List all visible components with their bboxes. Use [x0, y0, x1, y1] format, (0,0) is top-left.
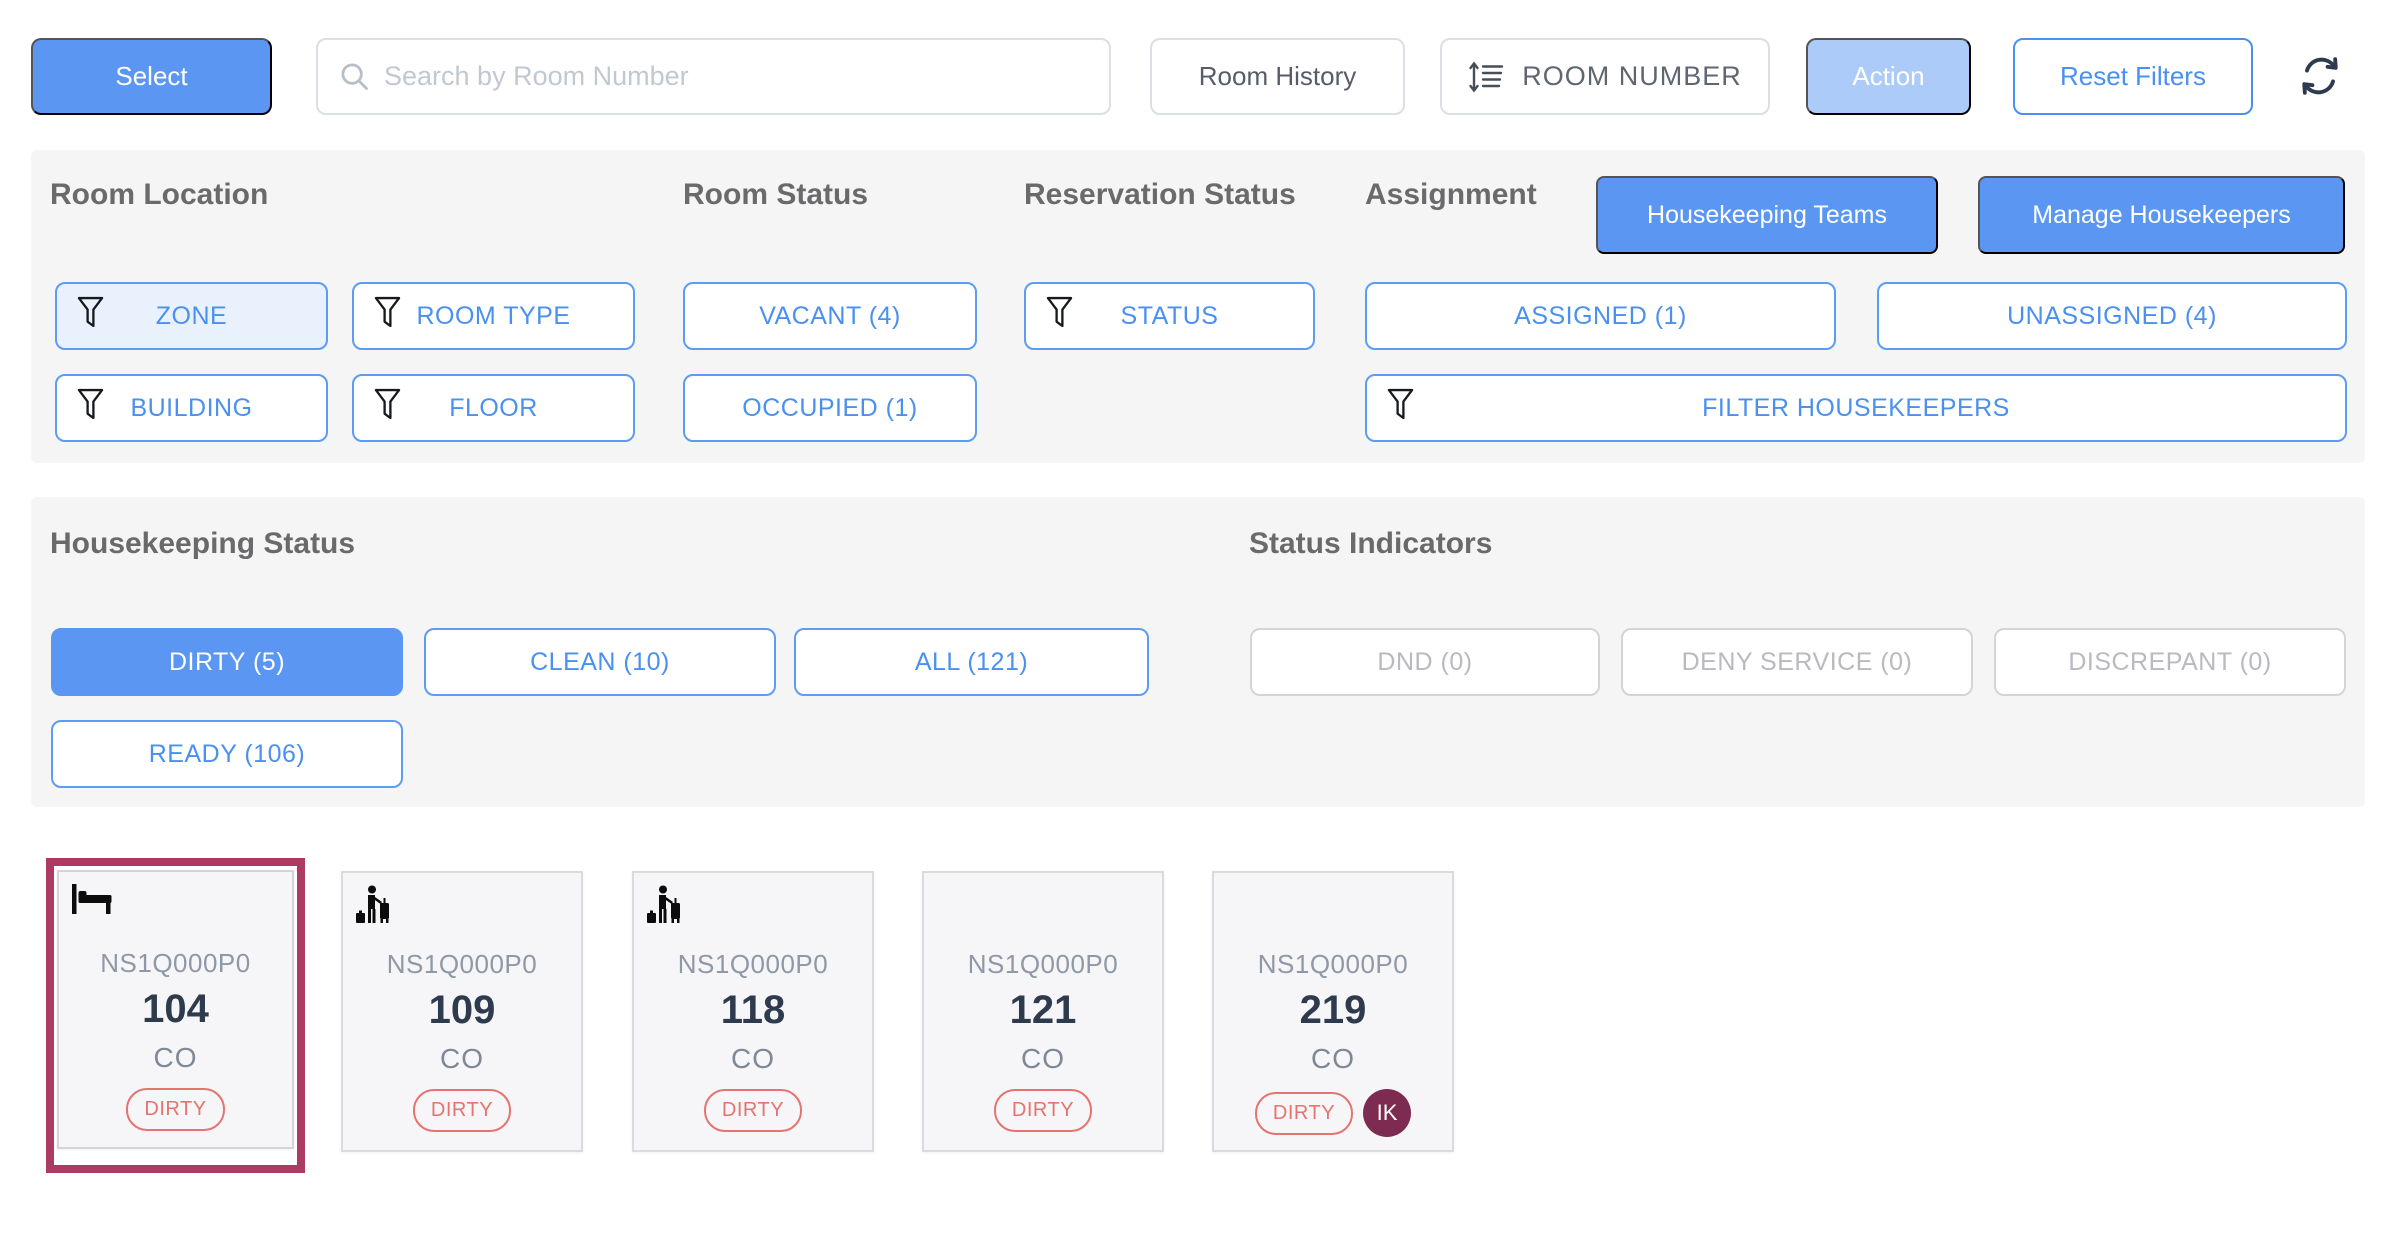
- all-status-button[interactable]: ALL (121): [794, 628, 1149, 696]
- room-history-button[interactable]: Room History: [1150, 38, 1405, 115]
- action-button[interactable]: Action: [1806, 38, 1971, 115]
- all-status-label: ALL (121): [914, 647, 1029, 676]
- dirty-badge: DIRTY: [703, 1089, 803, 1132]
- sort-order-icon: [1468, 60, 1504, 94]
- reservation-status-heading: Reservation Status: [1024, 178, 1296, 211]
- room-unit-code: NS1Q000P0: [1257, 949, 1409, 979]
- zone-filter-label: ZONE: [155, 301, 228, 330]
- manage-housekeepers-button[interactable]: Manage Housekeepers: [1978, 176, 2345, 254]
- selected-room-card-104[interactable]: NS1Q000P0 104 CO DIRTY: [46, 858, 305, 1173]
- filter-housekeepers-label: FILTER HOUSEKEEPERS: [1702, 393, 2010, 422]
- room-card[interactable]: NS1Q000P0 104 CO DIRTY: [57, 870, 294, 1149]
- funnel-icon: [1046, 296, 1073, 336]
- room-number: 121: [1009, 988, 1077, 1032]
- room-number: 219: [1299, 988, 1367, 1032]
- room-number: 104: [142, 987, 209, 1031]
- deny-service-indicator-label: DENY SERVICE (0): [1681, 647, 1913, 676]
- discrepant-indicator-label: DISCREPANT (0): [2068, 647, 2272, 676]
- traveler-icon: [646, 885, 684, 934]
- room-status-heading: Room Status: [683, 178, 869, 211]
- assigned-filter-label: ASSIGNED (1): [1514, 301, 1687, 330]
- dnd-indicator-button[interactable]: DND (0): [1250, 628, 1600, 696]
- search-box[interactable]: [316, 38, 1111, 115]
- search-input[interactable]: [384, 61, 1087, 92]
- reservation-code: CO: [731, 1043, 775, 1074]
- sort-button[interactable]: ROOM NUMBER: [1440, 38, 1770, 115]
- room-type-filter-label: ROOM TYPE: [416, 301, 571, 330]
- dirty-status-label: DIRTY (5): [168, 647, 286, 676]
- ready-status-label: READY (106): [148, 739, 306, 768]
- clean-status-button[interactable]: CLEAN (10): [424, 628, 776, 696]
- floor-filter-label: FLOOR: [449, 393, 538, 422]
- reservation-status-filter-label: STATUS: [1120, 301, 1219, 330]
- housekeeping-teams-button[interactable]: Housekeeping Teams: [1596, 176, 1938, 254]
- deny-service-indicator-button[interactable]: DENY SERVICE (0): [1621, 628, 1973, 696]
- occupied-filter-label: OCCUPIED (1): [742, 393, 918, 422]
- refresh-icon[interactable]: [2292, 48, 2348, 104]
- room-card-219[interactable]: NS1Q000P0 219 CO DIRTY IK: [1212, 871, 1454, 1152]
- funnel-icon: [1387, 388, 1414, 428]
- reservation-status-filter-button[interactable]: STATUS: [1024, 282, 1315, 350]
- funnel-icon: [77, 296, 104, 336]
- traveler-icon: [355, 885, 393, 934]
- building-filter-button[interactable]: BUILDING: [55, 374, 328, 442]
- bed-icon: [71, 884, 115, 919]
- filter-housekeepers-button[interactable]: FILTER HOUSEKEEPERS: [1365, 374, 2347, 442]
- floor-filter-button[interactable]: FLOOR: [352, 374, 635, 442]
- housekeeper-initials-badge: IK: [1363, 1089, 1412, 1137]
- status-panel: Housekeeping Status Status Indicators DI…: [31, 497, 2365, 807]
- vacant-filter-label: VACANT (4): [759, 301, 901, 330]
- clean-status-label: CLEAN (10): [530, 647, 670, 676]
- funnel-icon: [374, 296, 401, 336]
- assigned-filter-button[interactable]: ASSIGNED (1): [1365, 282, 1836, 350]
- room-card-121[interactable]: NS1Q000P0 121 CO DIRTY: [922, 871, 1164, 1152]
- reservation-code: CO: [1311, 1043, 1355, 1074]
- vacant-filter-button[interactable]: VACANT (4): [683, 282, 977, 350]
- search-icon: [340, 62, 370, 92]
- room-card-109[interactable]: NS1Q000P0 109 CO DIRTY: [341, 871, 583, 1152]
- zone-filter-button[interactable]: ZONE: [55, 282, 328, 350]
- dnd-indicator-label: DND (0): [1377, 647, 1473, 676]
- funnel-icon: [77, 388, 104, 428]
- room-location-heading: Room Location: [50, 178, 269, 211]
- unassigned-filter-button[interactable]: UNASSIGNED (4): [1877, 282, 2347, 350]
- building-filter-label: BUILDING: [130, 393, 253, 422]
- dirty-badge: DIRTY: [1254, 1091, 1354, 1135]
- unassigned-filter-label: UNASSIGNED (4): [2007, 301, 2217, 330]
- room-type-filter-button[interactable]: ROOM TYPE: [352, 282, 635, 350]
- room-number: 118: [720, 988, 786, 1032]
- dirty-badge: DIRTY: [126, 1088, 225, 1131]
- reset-filters-button[interactable]: Reset Filters: [2013, 38, 2253, 115]
- room-card-118[interactable]: NS1Q000P0 118 CO DIRTY: [632, 871, 874, 1152]
- status-indicators-heading: Status Indicators: [1249, 527, 1493, 560]
- select-button[interactable]: Select: [31, 38, 272, 115]
- room-unit-code: NS1Q000P0: [677, 949, 829, 979]
- dirty-badge: DIRTY: [412, 1089, 512, 1132]
- room-unit-code: NS1Q000P0: [386, 949, 538, 979]
- housekeeping-status-heading: Housekeeping Status: [50, 527, 356, 560]
- discrepant-indicator-button[interactable]: DISCREPANT (0): [1994, 628, 2346, 696]
- ready-status-button[interactable]: READY (106): [51, 720, 403, 788]
- dirty-badge: DIRTY: [993, 1089, 1093, 1132]
- room-number: 109: [428, 988, 496, 1032]
- funnel-icon: [374, 388, 401, 428]
- reservation-code: CO: [153, 1042, 198, 1073]
- filter-panel: Room Location Room Status Reservation St…: [31, 150, 2365, 463]
- sort-button-label: ROOM NUMBER: [1522, 61, 1742, 91]
- dirty-status-button[interactable]: DIRTY (5): [51, 628, 403, 696]
- occupied-filter-button[interactable]: OCCUPIED (1): [683, 374, 977, 442]
- room-unit-code: NS1Q000P0: [967, 949, 1119, 979]
- reservation-code: CO: [1021, 1043, 1065, 1074]
- assignment-heading: Assignment: [1365, 178, 1537, 211]
- reservation-code: CO: [440, 1043, 484, 1074]
- room-unit-code: NS1Q000P0: [100, 948, 251, 978]
